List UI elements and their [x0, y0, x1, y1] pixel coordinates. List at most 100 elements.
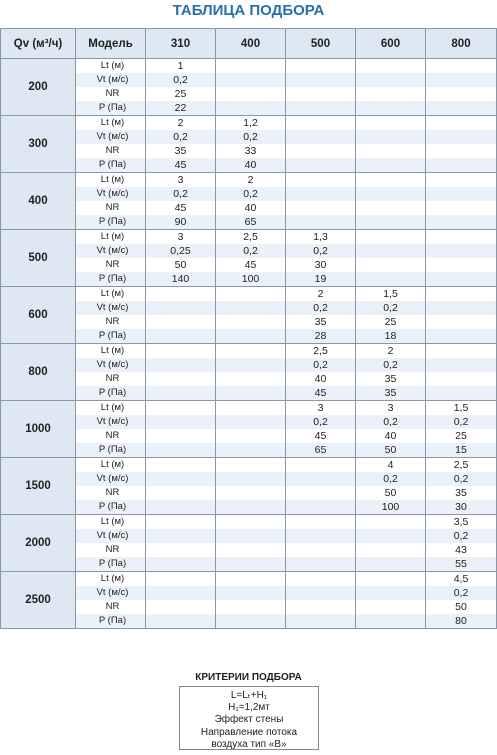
value-cell	[425, 58, 497, 73]
value-cell: 0,2	[215, 187, 286, 201]
column-header: Qv (м³/ч)	[0, 28, 76, 59]
value-cell	[145, 543, 216, 557]
table-row: Vt (м/с) 0,25 0,2 0,2	[1, 244, 497, 258]
value-cell	[215, 586, 286, 600]
value-cell: 45	[285, 386, 356, 401]
value-cell	[215, 315, 286, 329]
value-cell	[425, 201, 497, 215]
value-cell	[355, 272, 426, 287]
value-cell	[145, 329, 216, 344]
parameter-label: Vt (м/с)	[75, 358, 146, 372]
value-cell: 43	[425, 543, 497, 557]
value-cell: 45	[145, 201, 216, 215]
value-cell	[425, 144, 497, 158]
table-row: Vt (м/с) 0,2 0,2	[1, 301, 497, 315]
value-cell	[355, 543, 426, 557]
value-cell	[355, 58, 426, 73]
value-cell	[215, 343, 286, 358]
value-cell	[215, 500, 286, 515]
value-cell	[145, 386, 216, 401]
value-cell: 1,5	[425, 400, 497, 415]
value-cell	[215, 400, 286, 415]
parameter-label: NR	[75, 486, 146, 500]
value-cell: 30	[425, 500, 497, 515]
value-cell	[145, 372, 216, 386]
value-cell	[215, 358, 286, 372]
parameter-label: P (Па)	[75, 557, 146, 572]
table-row: P (Па) 65 50 15	[1, 443, 497, 458]
parameter-label: P (Па)	[75, 101, 146, 116]
value-cell	[285, 87, 356, 101]
table-row: P (Па) 90 65	[1, 215, 497, 230]
value-cell	[215, 472, 286, 486]
value-cell: 3,5	[425, 514, 497, 529]
parameter-label: Vt (м/с)	[75, 244, 146, 258]
title: ТАБЛИЦА ПОДБОРА	[172, 2, 325, 19]
table-row: Vt (м/с) 0,2 0,2 0,2	[1, 415, 497, 429]
value-cell	[355, 614, 426, 629]
value-cell: 0,2	[355, 415, 426, 429]
value-cell	[215, 443, 286, 458]
parameter-label: Lt (м)	[75, 343, 146, 358]
value-cell	[215, 301, 286, 315]
value-cell: 15	[425, 443, 497, 458]
value-cell	[425, 101, 497, 116]
parameter-label: Lt (м)	[75, 457, 146, 472]
table-row: 2500 Lt (м) 4,5	[0, 571, 497, 629]
parameter-label: Lt (м)	[75, 58, 146, 73]
table-row: P (Па) 100 30	[1, 500, 497, 515]
value-cell: 55	[425, 557, 497, 572]
value-cell	[215, 429, 286, 443]
value-cell: 25	[355, 315, 426, 329]
value-cell	[355, 115, 426, 130]
value-cell	[425, 286, 497, 301]
value-cell	[425, 272, 497, 287]
value-cell	[425, 301, 497, 315]
value-cell	[355, 514, 426, 529]
value-cell	[425, 358, 497, 372]
value-cell: 0,2	[285, 301, 356, 315]
value-cell	[285, 571, 356, 586]
parameter-label: P (Па)	[75, 443, 146, 458]
value-cell	[145, 500, 216, 515]
value-cell	[145, 315, 216, 329]
value-cell: 45	[145, 158, 216, 173]
value-cell: 0,2	[285, 244, 356, 258]
value-cell	[285, 600, 356, 614]
value-cell	[145, 472, 216, 486]
value-cell	[355, 172, 426, 187]
value-cell: 35	[355, 372, 426, 386]
value-cell: 0,2	[145, 73, 216, 87]
table-row: Vt (м/с) 0,2 0,2	[1, 130, 497, 144]
parameter-label: Vt (м/с)	[75, 586, 146, 600]
parameter-label: NR	[75, 201, 146, 215]
value-cell: 0,2	[355, 301, 426, 315]
value-cell	[215, 386, 286, 401]
value-cell	[355, 187, 426, 201]
table-row: 1500 Lt (м) 4 2,5	[0, 457, 497, 515]
qv-cell: 200	[0, 58, 76, 116]
table-row: NR 35 25	[1, 315, 497, 329]
value-cell: 50	[355, 443, 426, 458]
value-cell	[285, 58, 356, 73]
table-row: P (Па) 28 18	[1, 329, 497, 344]
value-cell	[355, 600, 426, 614]
value-cell	[215, 571, 286, 586]
table-row: 200 Lt (м) 1	[0, 58, 497, 116]
value-cell	[285, 457, 356, 472]
value-cell	[285, 73, 356, 87]
value-cell: 45	[215, 258, 286, 272]
criteria-line: H₁=1,2мт	[228, 702, 270, 714]
criteria-box: L=Lₜ+H₁ H₁=1,2мт Эффект стены Направление п…	[179, 686, 319, 750]
value-cell	[425, 87, 497, 101]
value-cell: 0,2	[285, 358, 356, 372]
table-row: NR 50	[1, 600, 497, 614]
table-row: Vt (м/с) 0,2 0,2	[1, 187, 497, 201]
value-cell: 0,2	[215, 130, 286, 144]
value-cell	[285, 500, 356, 515]
parameter-label: Vt (м/с)	[75, 472, 146, 486]
value-cell: 3	[145, 229, 216, 244]
column-header: 400	[215, 28, 286, 59]
value-cell	[285, 158, 356, 173]
